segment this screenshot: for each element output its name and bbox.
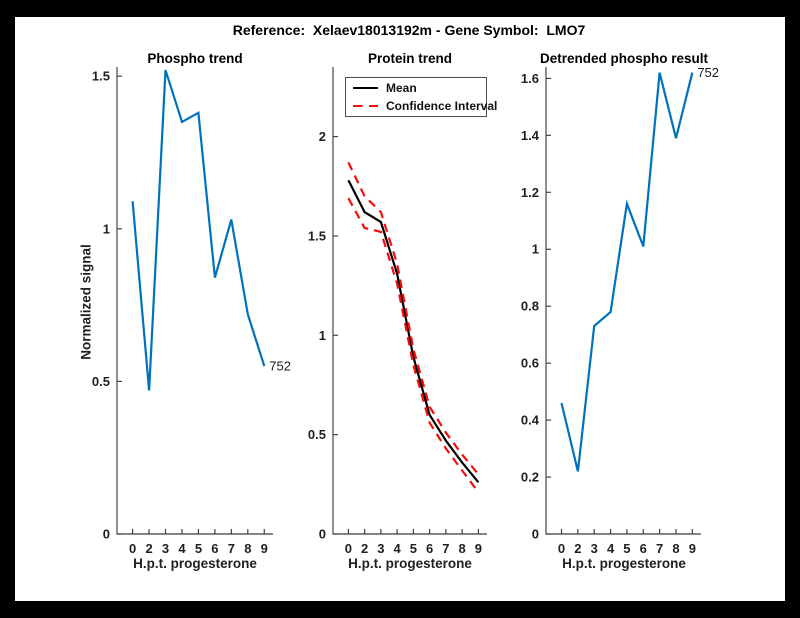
phospho-signal-line (131, 69, 266, 391)
legend-label-mean: Mean (386, 81, 417, 95)
mean-line (347, 179, 480, 483)
y-tick-label: 0.4 (521, 413, 540, 428)
subplot2-x-axis-label: H.p.t. progesterone (348, 556, 472, 571)
x-tick-label: 0 (558, 541, 565, 556)
detrended-phospho-line (560, 72, 694, 472)
subplot2-title: Protein trend (367, 51, 452, 66)
x-tick-label: 5 (623, 541, 630, 556)
x-tick-label: 3 (377, 541, 384, 556)
x-tick-label: 7 (442, 541, 449, 556)
y-tick-label: 1 (103, 221, 110, 236)
subplot-2: 00.511.520 2 3 4 5 6 7 8 9 (308, 67, 487, 556)
y-tick-label: 0.8 (521, 299, 539, 314)
x-tick-label: 4 (394, 541, 402, 556)
subplot3-x-axis-label: H.p.t. progesterone (562, 556, 686, 571)
y-tick-label: 2 (319, 129, 326, 144)
axis-spines (545, 67, 701, 535)
subplot3-title: Detrended phospho result (539, 51, 708, 66)
x-tick-label: 2 (574, 541, 581, 556)
y-tick-label: 0.5 (92, 374, 110, 389)
x-tick-label: 9 (261, 541, 268, 556)
x-tick-label: 7 (656, 541, 663, 556)
legend-entry-mean: Mean (353, 80, 486, 96)
x-tick-label: 2 (145, 541, 152, 556)
endpoint-label: 752 (269, 359, 291, 374)
y-tick-label: 0 (103, 527, 110, 542)
x-tick-label: 6 (640, 541, 647, 556)
legend-box: Mean Confidence Interval (345, 77, 497, 117)
subplot1-x-axis-label: H.p.t. progesterone (133, 556, 257, 571)
y-tick-label: 1 (319, 328, 326, 343)
y-tick-label: 0 (532, 527, 539, 542)
y-tick-label: 1.4 (521, 128, 540, 143)
confidence-interval-lower-line (347, 197, 480, 493)
figure-title: Reference: Xelaev18013192m - Gene Symbol… (232, 22, 586, 38)
x-tick-label: 5 (195, 541, 202, 556)
y-tick-label: 1.6 (521, 71, 539, 86)
legend-entry-confidence-interval: Confidence Interval (353, 98, 497, 114)
y-tick-label: 0.2 (521, 470, 539, 485)
x-tick-label: 2 (361, 541, 368, 556)
x-tick-label: 8 (459, 541, 466, 556)
x-tick-label: 4 (607, 541, 615, 556)
x-tick-label: 6 (426, 541, 433, 556)
x-tick-label: 4 (178, 541, 186, 556)
x-tick-label: 8 (244, 541, 251, 556)
x-tick-label: 8 (672, 541, 679, 556)
y-tick-label: 0 (319, 527, 326, 542)
y-tick-label: 1 (532, 242, 539, 257)
x-tick-label: 3 (162, 541, 169, 556)
y-tick-label: 1.2 (521, 185, 539, 200)
x-tick-label: 7 (228, 541, 235, 556)
confidence-interval-upper-line (347, 161, 480, 476)
x-tick-label: 5 (410, 541, 417, 556)
y-tick-label: 0.6 (521, 356, 539, 371)
mean-line-swatch (353, 86, 378, 90)
x-tick-label: 0 (345, 541, 352, 556)
x-tick-label: 9 (475, 541, 482, 556)
confidence-interval-line-swatch (353, 104, 378, 108)
y-tick-label: 1.5 (308, 228, 326, 243)
x-tick-label: 9 (689, 541, 696, 556)
subplot1-title: Phospho trend (147, 51, 243, 66)
y-tick-label: 0.5 (308, 427, 326, 442)
x-tick-label: 6 (211, 541, 218, 556)
y-tick-label: 1.5 (92, 69, 110, 84)
x-tick-label: 3 (591, 541, 598, 556)
endpoint-label: 752 (697, 65, 719, 80)
legend-label-confidence-interval: Confidence Interval (386, 99, 498, 113)
x-tick-label: 0 (129, 541, 136, 556)
